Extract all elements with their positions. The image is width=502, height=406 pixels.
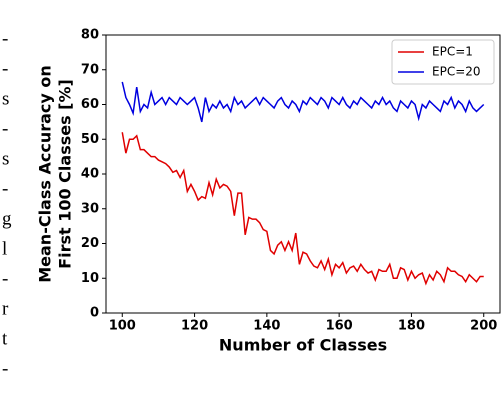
line-series bbox=[121, 132, 484, 286]
y-tick-label: 60 bbox=[81, 97, 99, 112]
y-tick-label: 0 bbox=[90, 306, 99, 321]
margin-text: g bbox=[2, 208, 12, 229]
margin-text: - bbox=[2, 28, 8, 49]
x-axis-label: Number of Classes bbox=[219, 336, 387, 355]
y-axis-label: First 100 Classes [%] bbox=[56, 79, 75, 269]
x-tick-label: 200 bbox=[470, 319, 497, 334]
margin-text: - bbox=[2, 358, 8, 379]
margin-text: s bbox=[2, 148, 9, 169]
line-series bbox=[121, 81, 485, 123]
margin-text: t bbox=[2, 328, 8, 349]
y-tick-label: 80 bbox=[81, 28, 99, 43]
y-tick-label: 50 bbox=[81, 132, 99, 147]
legend-label: EPC=1 bbox=[432, 45, 473, 59]
y-tick-label: 40 bbox=[81, 167, 99, 182]
plot-frame bbox=[105, 34, 501, 314]
x-tick-label: 100 bbox=[109, 319, 136, 334]
margin-text: l bbox=[2, 238, 7, 259]
x-tick-label: 140 bbox=[253, 319, 280, 334]
legend-label: EPC=20 bbox=[432, 65, 481, 79]
margin-text: r bbox=[2, 298, 9, 319]
x-tick-label: 120 bbox=[181, 319, 208, 334]
y-tick-label: 20 bbox=[81, 236, 99, 251]
margin-text: - bbox=[2, 118, 8, 139]
y-axis-label: Mean-Class Accuracy on bbox=[36, 65, 55, 283]
legend-box bbox=[391, 39, 495, 85]
margin-text: - bbox=[2, 178, 8, 199]
margin-text: s bbox=[2, 88, 9, 109]
margin-text: - bbox=[2, 268, 8, 289]
margin-text: - bbox=[2, 58, 8, 79]
x-tick-label: 180 bbox=[398, 319, 425, 334]
y-tick-label: 10 bbox=[81, 271, 99, 286]
x-tick-label: 160 bbox=[326, 319, 353, 334]
y-tick-label: 70 bbox=[81, 62, 99, 77]
y-tick-label: 30 bbox=[81, 201, 99, 216]
